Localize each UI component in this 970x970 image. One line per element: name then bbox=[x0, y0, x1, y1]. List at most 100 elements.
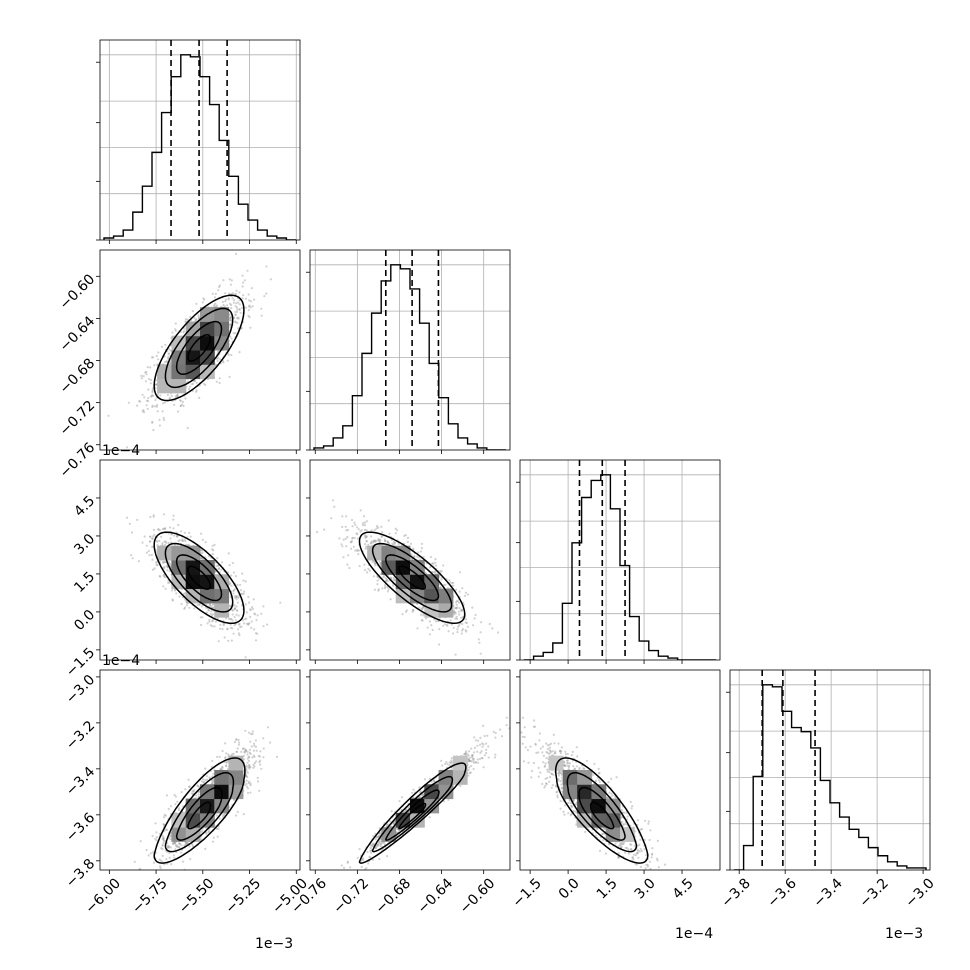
sample-point bbox=[197, 317, 201, 320]
sample-point bbox=[413, 555, 416, 558]
sample-point bbox=[165, 564, 168, 568]
sample-point bbox=[181, 539, 184, 542]
sample-point bbox=[424, 571, 427, 575]
sample-point bbox=[247, 293, 250, 296]
sample-point bbox=[169, 562, 172, 566]
sample-point bbox=[236, 609, 239, 612]
sample-point bbox=[229, 323, 232, 326]
sample-point bbox=[168, 570, 171, 573]
sample-point bbox=[477, 638, 480, 641]
density-cell bbox=[200, 364, 215, 380]
sample-point bbox=[375, 525, 379, 528]
sample-point bbox=[249, 615, 252, 618]
sample-point bbox=[188, 785, 191, 788]
sample-point bbox=[165, 360, 168, 363]
hist-panel-3 bbox=[726, 669, 931, 874]
sample-point bbox=[156, 563, 159, 566]
sample-point bbox=[472, 624, 475, 627]
sample-point bbox=[239, 626, 242, 629]
sample-point bbox=[162, 836, 165, 839]
sample-point bbox=[224, 292, 227, 295]
sample-point bbox=[162, 574, 165, 577]
sample-point bbox=[235, 306, 239, 309]
sample-point bbox=[188, 531, 191, 534]
sample-point bbox=[206, 775, 209, 778]
sample-point bbox=[365, 545, 368, 548]
sample-point bbox=[163, 565, 166, 568]
sample-point bbox=[174, 589, 177, 592]
sample-point bbox=[211, 603, 214, 606]
sample-point bbox=[182, 331, 185, 334]
contour-line bbox=[385, 554, 440, 602]
sample-point bbox=[158, 418, 161, 421]
sample-point bbox=[455, 603, 458, 606]
sample-point bbox=[138, 399, 141, 403]
sample-point bbox=[438, 628, 441, 631]
sample-point bbox=[231, 561, 234, 565]
sample-point bbox=[149, 366, 152, 369]
sample-point bbox=[417, 551, 420, 554]
sample-point bbox=[167, 352, 171, 355]
sample-point bbox=[145, 370, 148, 373]
sample-point bbox=[233, 604, 236, 607]
sample-point bbox=[429, 566, 432, 569]
sample-point bbox=[356, 548, 359, 551]
sample-point bbox=[241, 572, 244, 575]
sample-point bbox=[251, 305, 254, 308]
sample-point bbox=[406, 536, 410, 539]
sample-point bbox=[229, 283, 232, 286]
sample-point bbox=[241, 306, 244, 309]
sample-point bbox=[161, 410, 164, 413]
sample-point bbox=[240, 625, 243, 628]
sample-point bbox=[160, 535, 163, 538]
sample-point bbox=[180, 530, 183, 533]
sample-point bbox=[163, 527, 166, 530]
sample-point bbox=[230, 639, 233, 642]
sample-point bbox=[222, 624, 225, 627]
sample-point bbox=[177, 410, 180, 413]
sample-point bbox=[357, 553, 360, 556]
sample-point bbox=[249, 608, 252, 612]
sample-point bbox=[241, 592, 244, 595]
density-cell bbox=[200, 574, 215, 590]
sample-point bbox=[245, 617, 248, 620]
density-cell bbox=[438, 602, 454, 618]
sample-point bbox=[211, 552, 214, 556]
sample-point bbox=[162, 560, 165, 564]
panel-frame bbox=[99, 249, 301, 451]
sample-point bbox=[448, 579, 451, 582]
sample-point bbox=[166, 394, 169, 397]
sample-point bbox=[403, 534, 406, 537]
sample-point bbox=[248, 304, 251, 307]
sample-point bbox=[236, 810, 239, 814]
sample-point bbox=[159, 575, 162, 578]
sample-point bbox=[365, 535, 368, 538]
density-cell bbox=[185, 335, 201, 351]
sample-point bbox=[388, 532, 391, 535]
sample-point bbox=[386, 540, 389, 543]
sample-point bbox=[107, 414, 110, 417]
density-cell bbox=[171, 545, 187, 561]
sample-point bbox=[387, 541, 390, 544]
sample-point bbox=[234, 292, 237, 296]
density-cell bbox=[214, 307, 230, 322]
sample-point bbox=[378, 577, 381, 580]
sample-point bbox=[363, 528, 366, 531]
sample-point bbox=[241, 619, 244, 622]
sample-point bbox=[228, 564, 231, 567]
sample-point bbox=[151, 558, 154, 561]
sample-point bbox=[479, 631, 482, 634]
sample-point bbox=[162, 585, 165, 588]
sample-point bbox=[410, 553, 413, 556]
sample-point bbox=[225, 304, 229, 307]
sample-point bbox=[148, 377, 151, 381]
sample-point bbox=[165, 541, 168, 544]
sample-point bbox=[218, 377, 221, 380]
sample-point bbox=[198, 603, 201, 606]
sample-point bbox=[232, 571, 235, 574]
sample-point bbox=[364, 535, 367, 539]
sample-point bbox=[156, 540, 159, 543]
sample-point bbox=[452, 581, 455, 584]
sample-point bbox=[222, 279, 225, 282]
sample-point bbox=[244, 580, 247, 583]
